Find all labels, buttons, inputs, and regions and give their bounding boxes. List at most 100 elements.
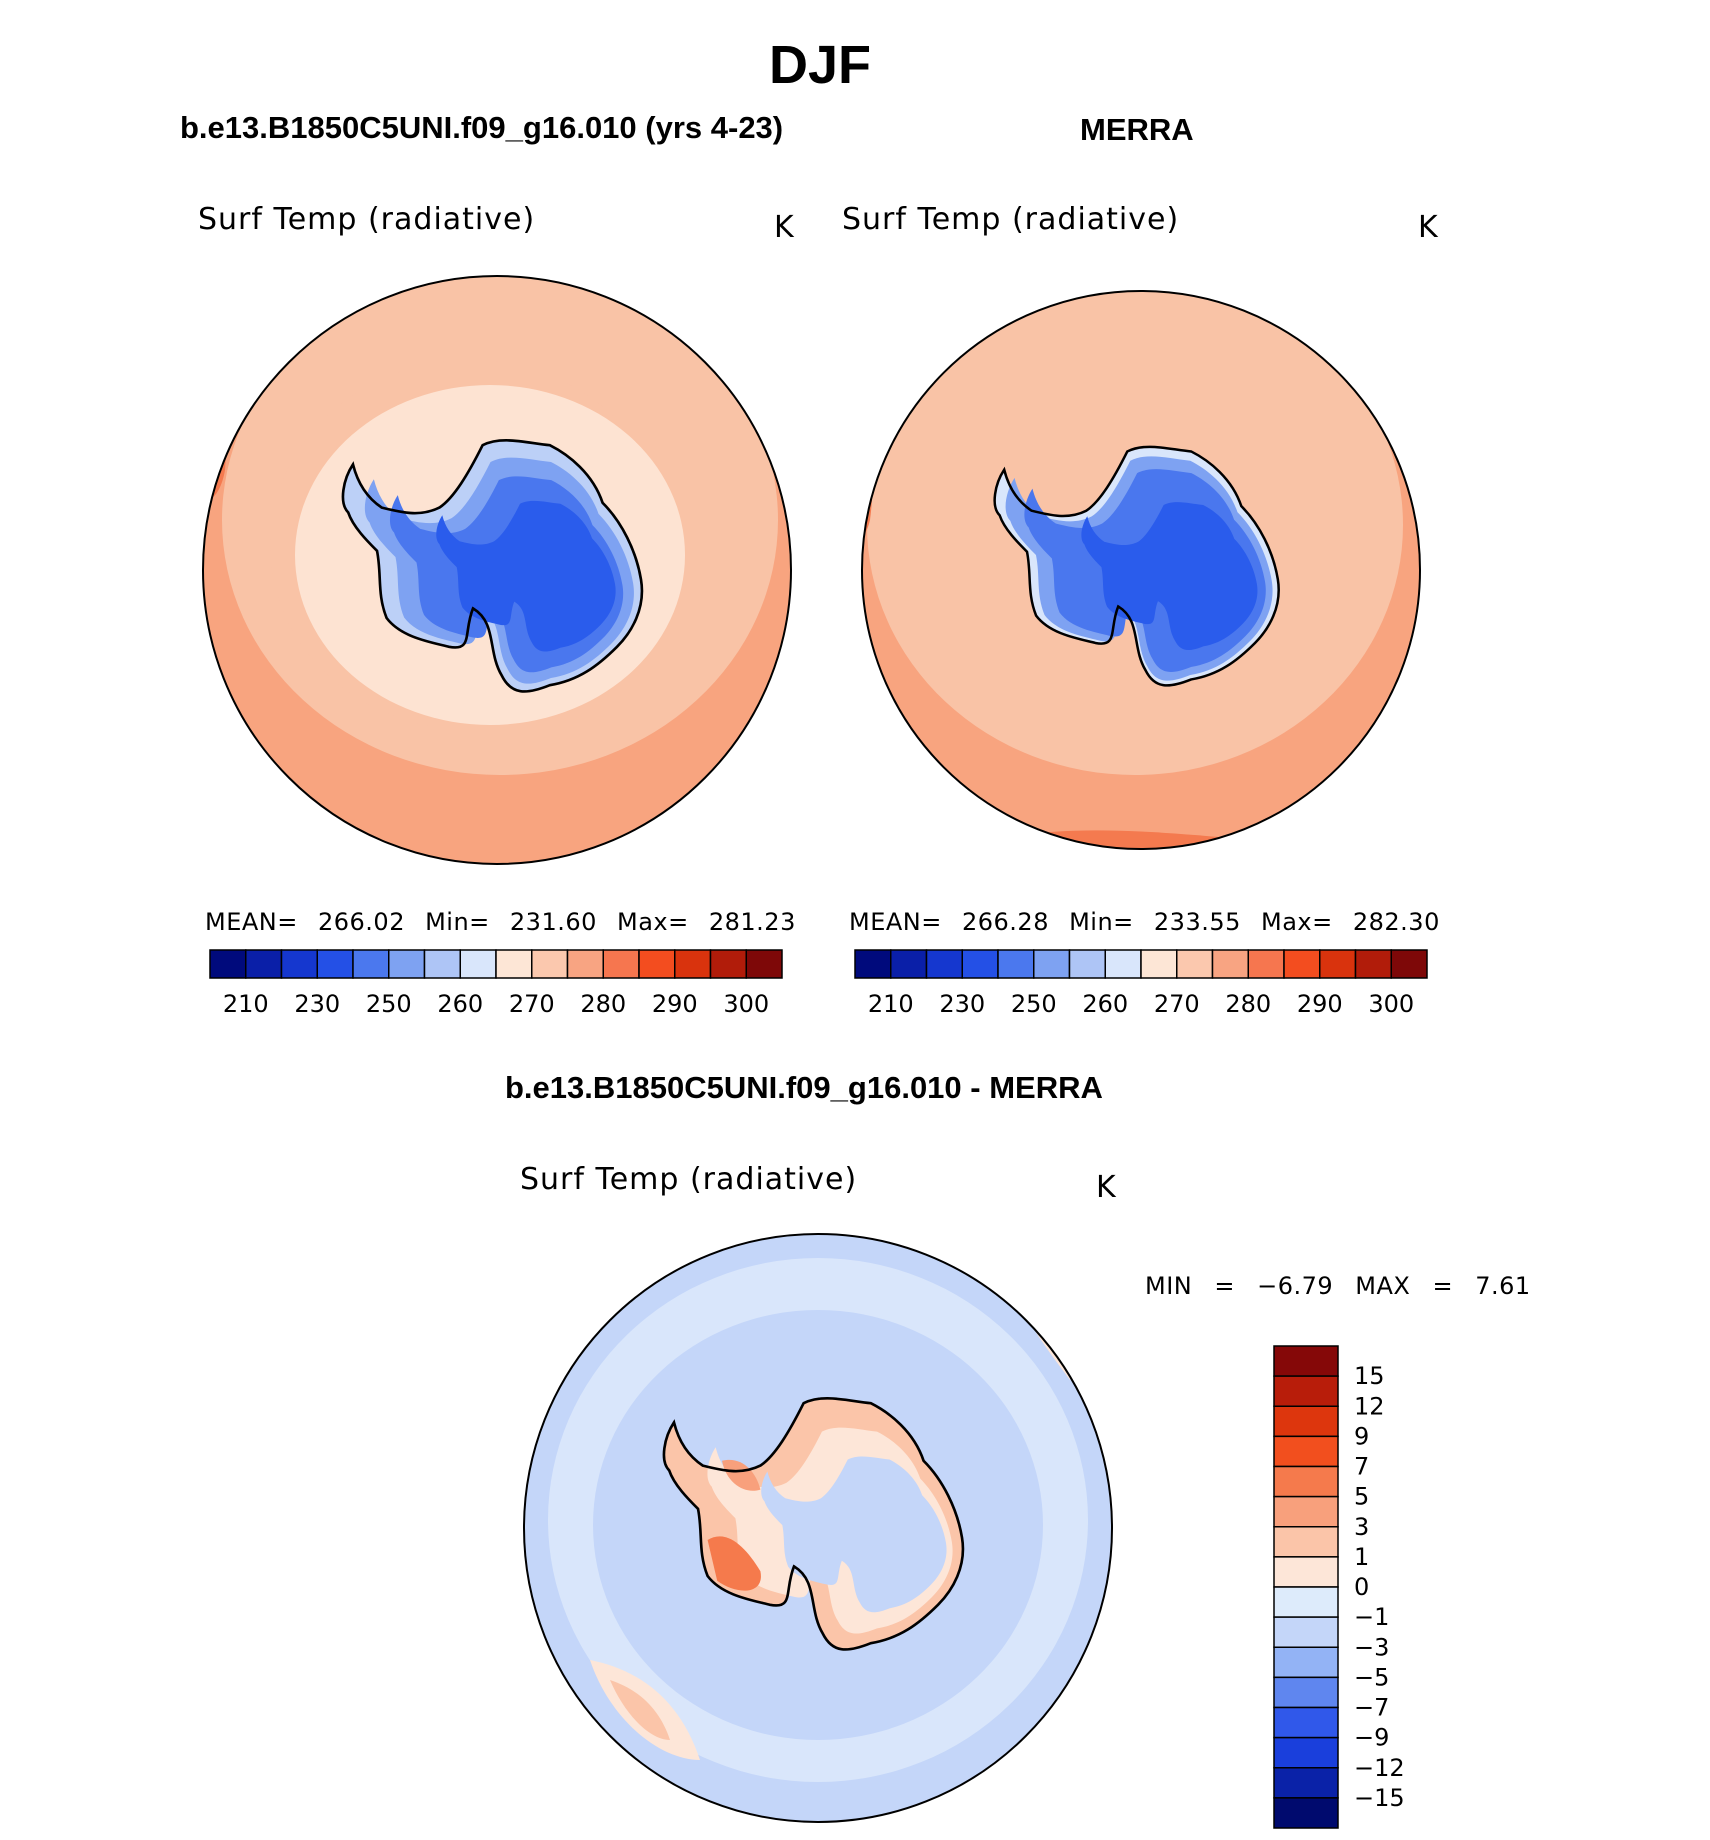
- obs-colorbar-tick-label: 290: [1297, 990, 1343, 1018]
- diff-colorbar-tick-label: −1: [1354, 1603, 1389, 1631]
- obs-case-title: MERRA: [1080, 112, 1194, 147]
- obs-colorbar-tick-label: 270: [1154, 990, 1200, 1018]
- model-colorbar-swatch: [674, 949, 712, 979]
- obs-colorbar-tick-label: 230: [939, 990, 985, 1018]
- model-colorbar-tick-label: 260: [437, 990, 483, 1018]
- model-map-border: [202, 275, 792, 865]
- model-colorbar-swatch: [459, 949, 497, 979]
- model-colorbar: 210 230 250 260 270 280 290 300: [209, 949, 783, 1018]
- obs-colorbar-swatch: [890, 949, 928, 979]
- model-case-title: b.e13.B1850C5UNI.f09_g16.010 (yrs 4-23): [180, 110, 784, 145]
- obs-units-label: K: [1418, 210, 1439, 245]
- obs-colorbar-swatch: [1068, 949, 1106, 979]
- obs-colorbar-swatch: [854, 949, 892, 979]
- obs-colorbar-swatch: [1176, 949, 1214, 979]
- obs-colorbar-tick-label: 250: [1011, 990, 1057, 1018]
- diff-map: [524, 1234, 1112, 1822]
- model-colorbar-tick-label: 290: [652, 990, 698, 1018]
- diff-colorbar-tick-label: 9: [1354, 1422, 1369, 1450]
- obs-colorbar-swatch: [1104, 949, 1142, 979]
- diff-colorbar-swatch: [1273, 1495, 1339, 1528]
- model-map: [203, 276, 791, 864]
- diff-units-label: K: [1096, 1170, 1117, 1205]
- diff-colorbar-swatch: [1273, 1676, 1339, 1709]
- obs-warm-patch: [862, 436, 873, 536]
- model-colorbar-swatch: [423, 949, 461, 979]
- diff-colorbar-swatch: [1273, 1706, 1339, 1739]
- diff-colorbar-swatch: [1273, 1797, 1339, 1829]
- diff-colorbar-swatch: [1273, 1767, 1339, 1799]
- model-colorbar-swatch: [495, 949, 533, 979]
- model-colorbar-swatch: [316, 949, 354, 979]
- model-colorbar-swatch: [388, 949, 426, 979]
- model-colorbar-tick-label: 300: [723, 990, 769, 1018]
- diff-colorbar-swatch: [1273, 1435, 1339, 1468]
- obs-colorbar: 210 230 250 260 270 280 290 300: [854, 949, 1428, 1018]
- obs-colorbar-swatch: [1247, 949, 1285, 979]
- diff-colorbar-swatch: [1273, 1736, 1339, 1769]
- diff-colorbar-tick-label: 5: [1354, 1483, 1369, 1511]
- model-colorbar-tick-label: 280: [580, 990, 626, 1018]
- model-colorbar-swatch: [745, 949, 783, 979]
- obs-colorbar-swatch: [1140, 949, 1178, 979]
- model-colorbar-swatch: [245, 949, 283, 979]
- figure-title: DJF: [768, 35, 871, 95]
- obs-colorbar-swatch: [1283, 949, 1321, 979]
- obs-colorbar-tick-label: 300: [1368, 990, 1414, 1018]
- model-units-label: K: [774, 210, 795, 245]
- diff-colorbar-tick-label: 0: [1354, 1573, 1369, 1601]
- obs-colorbar-swatch: [961, 949, 999, 979]
- model-variable-label: Surf Temp (radiative): [198, 202, 536, 237]
- obs-stats: MEAN= 266.28 Min= 233.55 Max= 282.30: [849, 908, 1440, 936]
- obs-colorbar-swatch: [1033, 949, 1071, 979]
- obs-colorbar-tick-label: 280: [1225, 990, 1271, 1018]
- diff-colorbar-tick-label: 1: [1354, 1543, 1369, 1571]
- obs-colorbar-swatch: [1319, 949, 1357, 979]
- diff-colorbar-tick-label: 7: [1354, 1453, 1369, 1481]
- diff-colorbar-tick-label: 12: [1354, 1392, 1385, 1420]
- diff-colorbar-swatch: [1273, 1526, 1339, 1558]
- diff-colorbar-swatch: [1273, 1345, 1339, 1377]
- obs-colorbar-tick-label: 260: [1082, 990, 1128, 1018]
- diff-minmax: MIN = −6.79 MAX = 7.61: [1145, 1272, 1531, 1300]
- obs-colorbar-swatch: [1390, 949, 1428, 979]
- diff-colorbar-swatch: [1273, 1616, 1339, 1648]
- obs-variable-label: Surf Temp (radiative): [842, 202, 1180, 237]
- diff-colorbar-swatch: [1273, 1586, 1339, 1618]
- obs-colorbar-swatch: [997, 949, 1035, 979]
- model-colorbar-tick-label: 250: [366, 990, 412, 1018]
- obs-colorbar-swatch: [1354, 949, 1392, 979]
- diff-colorbar-swatch: [1273, 1375, 1339, 1407]
- model-colorbar-swatch: [352, 949, 390, 979]
- model-colorbar-tick-label: 270: [509, 990, 555, 1018]
- model-colorbar-swatch: [209, 949, 247, 979]
- diff-colorbar-tick-label: −3: [1354, 1633, 1389, 1661]
- diff-colorbar-tick-label: 3: [1354, 1513, 1369, 1541]
- model-stats: MEAN= 266.02 Min= 231.60 Max= 281.23: [205, 908, 796, 936]
- model-colorbar-swatch: [531, 949, 569, 979]
- model-colorbar-tick-label: 230: [294, 990, 340, 1018]
- diff-colorbar-tick-label: −5: [1354, 1663, 1389, 1691]
- model-colorbar-swatch: [638, 949, 676, 979]
- diff-colorbar-tick-label: −7: [1354, 1694, 1389, 1722]
- diff-colorbar-tick-label: −15: [1354, 1784, 1405, 1812]
- diff-antarctica: [664, 1398, 963, 1649]
- diff-warm-sw-core: [610, 1680, 670, 1740]
- diff-colorbar-swatch: [1273, 1646, 1339, 1679]
- model-colorbar-swatch: [602, 949, 640, 979]
- obs-colorbar-tick-label: 210: [868, 990, 914, 1018]
- diff-colorbar-swatch: [1273, 1556, 1339, 1588]
- obs-map-border: [861, 290, 1421, 850]
- diff-warm-nw: [540, 1248, 617, 1308]
- diff-case-title: b.e13.B1850C5UNI.f09_g16.010 - MERRA: [505, 1070, 1103, 1105]
- diff-colorbar-swatch: [1273, 1465, 1339, 1498]
- obs-colorbar-swatch: [925, 949, 963, 979]
- diff-colorbar-swatch: [1273, 1405, 1339, 1438]
- diff-colorbar-tick-label: 15: [1354, 1362, 1385, 1390]
- obs-colorbar-swatch: [1211, 949, 1249, 979]
- diff-map-border: [523, 1233, 1113, 1823]
- obs-map: [862, 291, 1420, 849]
- diff-colorbar-tick-label: −12: [1354, 1754, 1405, 1782]
- diff-variable-label: Surf Temp (radiative): [520, 1162, 858, 1197]
